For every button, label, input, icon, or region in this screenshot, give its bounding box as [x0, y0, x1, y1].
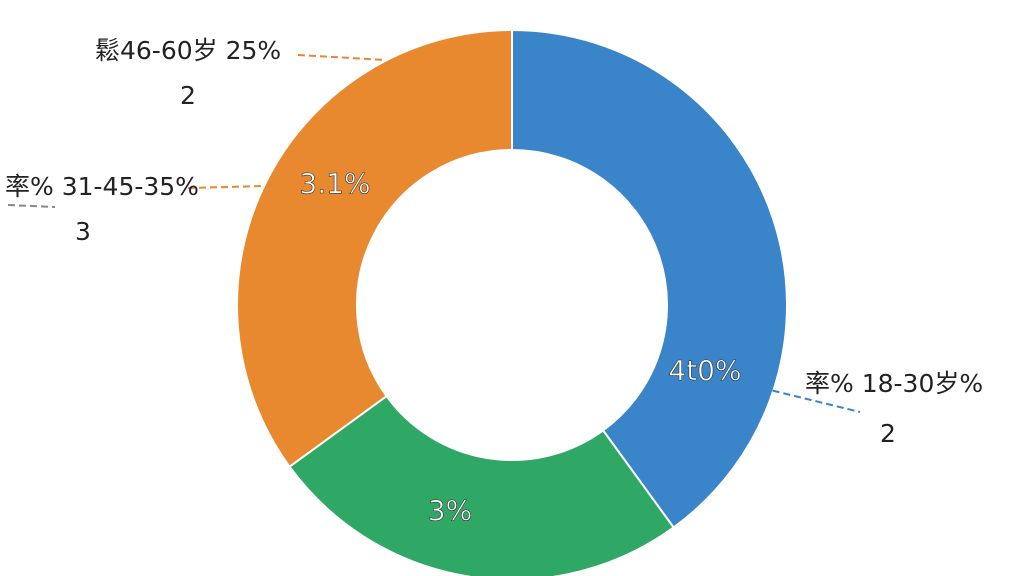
segment-label: 4t0% — [668, 354, 741, 387]
callout-label: 率% 31-45-35% — [5, 172, 199, 201]
leader-line — [761, 387, 861, 413]
callout-label: 率% 18-30岁% — [805, 369, 983, 398]
donut-segment — [511, 28, 788, 529]
donut-segment — [236, 28, 513, 469]
callout-label: 3 — [75, 217, 91, 246]
callout-label: 2 — [180, 81, 196, 110]
callout-label: 鬆46-60岁 25% — [95, 36, 281, 65]
leader-line — [187, 185, 266, 189]
segment-label: 3% — [428, 494, 472, 527]
leader-line — [7, 204, 56, 208]
segment-label: 3.1% — [299, 167, 370, 200]
leader-line — [297, 54, 386, 61]
callout-label: 2 — [880, 419, 896, 448]
